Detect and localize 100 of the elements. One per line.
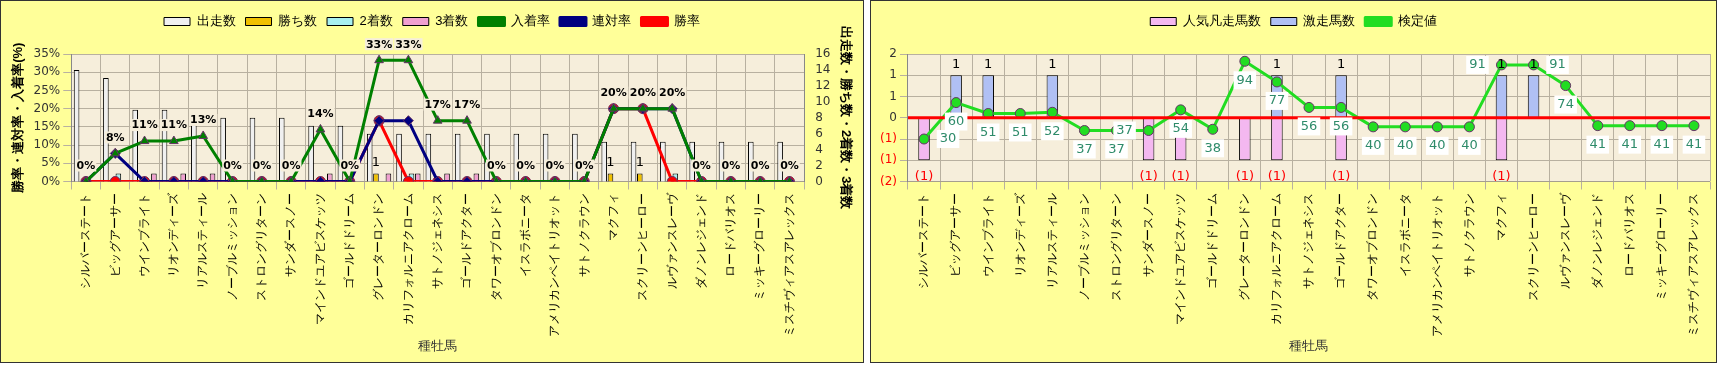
x-tick-label: ノーブルミッション bbox=[224, 192, 239, 301]
data-label: 41 bbox=[1589, 136, 1606, 152]
y-tick-label: (1) bbox=[880, 152, 897, 167]
x-tick-label: ゴールドドリーム bbox=[1205, 192, 1220, 289]
y-tick-label: 15% bbox=[33, 118, 61, 133]
x-tick-label: ストロングリターン bbox=[1108, 192, 1123, 301]
x-tick-label: タワーオブロンドン bbox=[488, 192, 503, 301]
y-tick-label: (1) bbox=[880, 131, 897, 146]
x-tick-label: カリフォルニアクローム bbox=[400, 192, 415, 325]
x-tick-label: グレーターロンドン bbox=[371, 192, 386, 301]
data-label: 0% bbox=[486, 158, 506, 172]
data-label: 1 bbox=[1497, 56, 1506, 72]
x-tick-label: サトノジェネシス bbox=[1301, 192, 1316, 289]
data-label: 0% bbox=[223, 158, 242, 172]
x-tick-label: スクリーンヒーロー bbox=[1525, 192, 1540, 301]
x-tick-label: サトノジェネシス bbox=[430, 192, 445, 289]
data-label: 37 bbox=[1108, 140, 1125, 156]
data-label: 1 bbox=[1336, 56, 1346, 72]
x-tick-label: マインドユアビスケッツ bbox=[1172, 192, 1187, 325]
y-tick-label: 0% bbox=[41, 173, 61, 188]
data-label: 30 bbox=[939, 130, 957, 146]
data-label: 0% bbox=[721, 158, 741, 172]
data-label: 37 bbox=[1116, 121, 1133, 137]
x-tick-label: アメリカンペイトリオット bbox=[547, 192, 562, 337]
data-label: 20% bbox=[629, 86, 657, 99]
x-tick-label: ロードバリオス bbox=[723, 192, 738, 277]
data-label: 20% bbox=[659, 86, 686, 99]
y2-tick-label: 2 bbox=[815, 157, 823, 172]
y-tick-label: 25% bbox=[33, 82, 61, 97]
x-tick-label: ミッキーグローリー bbox=[752, 192, 767, 301]
y2-tick-label: 12 bbox=[815, 78, 831, 92]
data-label: 20% bbox=[600, 86, 627, 99]
data-label: 1 bbox=[635, 154, 644, 170]
data-label: 0% bbox=[252, 158, 272, 172]
data-label: 0% bbox=[545, 158, 565, 172]
x-axis-title: 種牡馬 bbox=[418, 337, 458, 353]
x-tick-label: ノーブルミッション bbox=[1076, 192, 1091, 301]
legend-label: 入着率 bbox=[510, 13, 550, 29]
x-tick-label: タワーオブロンドン bbox=[1365, 192, 1380, 301]
x-tick-label: カリフォルニアクローム bbox=[1269, 192, 1284, 325]
data-label: 0% bbox=[780, 158, 799, 172]
x-tick-label: ミッキーグローリー bbox=[1654, 192, 1669, 301]
legend-label: 3着数 bbox=[435, 13, 469, 29]
x-tick-label: サトノクラウン bbox=[576, 192, 591, 277]
x-tick-label: ビッグアーサー bbox=[107, 192, 122, 277]
x-tick-label: ストロングリターン bbox=[254, 192, 269, 301]
x-tick-label: マクフィ bbox=[1493, 192, 1508, 241]
y-tick-label: 1 bbox=[889, 67, 897, 82]
data-label: (1) bbox=[1139, 168, 1158, 184]
data-label: 0% bbox=[281, 158, 301, 172]
legend-label: 2着数 bbox=[359, 13, 393, 29]
y2-axis-title: 出走数・勝ち数・2着数・3着数 bbox=[838, 26, 854, 211]
x-tick-label: リオンディーズ bbox=[1012, 191, 1027, 277]
data-label: 33% bbox=[395, 37, 422, 51]
data-label: (1) bbox=[1171, 168, 1190, 184]
data-label: 1 bbox=[1529, 56, 1538, 72]
data-label: 1 bbox=[951, 56, 961, 72]
data-label: 94 bbox=[1236, 71, 1254, 87]
data-label: 52 bbox=[1044, 122, 1061, 138]
x-tick-label: ミスチヴィアスアレックス bbox=[781, 192, 796, 337]
x-tick-label: ゴールドアクター bbox=[1333, 192, 1348, 289]
data-label: 41 bbox=[1653, 136, 1671, 152]
data-label: 17% bbox=[424, 98, 451, 112]
y2-tick-label: 4 bbox=[815, 141, 823, 156]
data-label: 77 bbox=[1268, 92, 1286, 108]
y2-tick-label: 8 bbox=[815, 109, 823, 124]
x-tick-label: ダノンレジェンド bbox=[693, 192, 708, 289]
x-tick-label: ウインブライト bbox=[980, 192, 995, 277]
data-label: 40 bbox=[1429, 137, 1446, 153]
legend-label: 出走数 bbox=[196, 13, 236, 29]
x-tick-label: マインドユアビスケッツ bbox=[312, 192, 327, 325]
y-axis-title: 勝率・連対率・入着率(%) bbox=[10, 42, 26, 194]
y-tick-label: 1 bbox=[889, 88, 897, 103]
y-tick-label: 5% bbox=[41, 155, 61, 170]
x-tick-label: グレーターロンドン bbox=[1237, 192, 1252, 301]
x-tick-label: ウインブライト bbox=[136, 192, 151, 277]
y-tick-label: 20% bbox=[33, 100, 61, 115]
data-label: 40 bbox=[1396, 137, 1414, 153]
data-label: 11% bbox=[131, 118, 158, 132]
legend-label: 人気凡走馬数 bbox=[1182, 13, 1261, 29]
data-label: 8% bbox=[105, 130, 125, 144]
data-label: 51 bbox=[979, 123, 997, 139]
data-label: 41 bbox=[1621, 136, 1639, 152]
y2-tick-label: 6 bbox=[815, 125, 823, 140]
y-tick-label: 0 bbox=[889, 109, 897, 124]
legend-label: 勝ち数 bbox=[278, 13, 318, 29]
data-label: 54 bbox=[1172, 120, 1189, 136]
data-label: (1) bbox=[1492, 168, 1511, 184]
x-tick-label: サンダースノー bbox=[283, 192, 298, 277]
legend-label: 連対率 bbox=[592, 13, 632, 29]
data-label: 1 bbox=[1048, 56, 1057, 72]
legend-label: 勝率 bbox=[673, 13, 700, 29]
x-tick-label: アメリカンペイトリオット bbox=[1429, 192, 1444, 337]
data-label: 56 bbox=[1332, 117, 1350, 133]
data-label: 91 bbox=[1469, 56, 1486, 72]
data-label: (1) bbox=[1235, 168, 1255, 184]
x-tick-label: リアルスティール bbox=[195, 192, 210, 289]
data-label: 11% bbox=[160, 118, 188, 132]
data-label: 1 bbox=[606, 154, 615, 170]
data-label: 60 bbox=[947, 112, 965, 128]
